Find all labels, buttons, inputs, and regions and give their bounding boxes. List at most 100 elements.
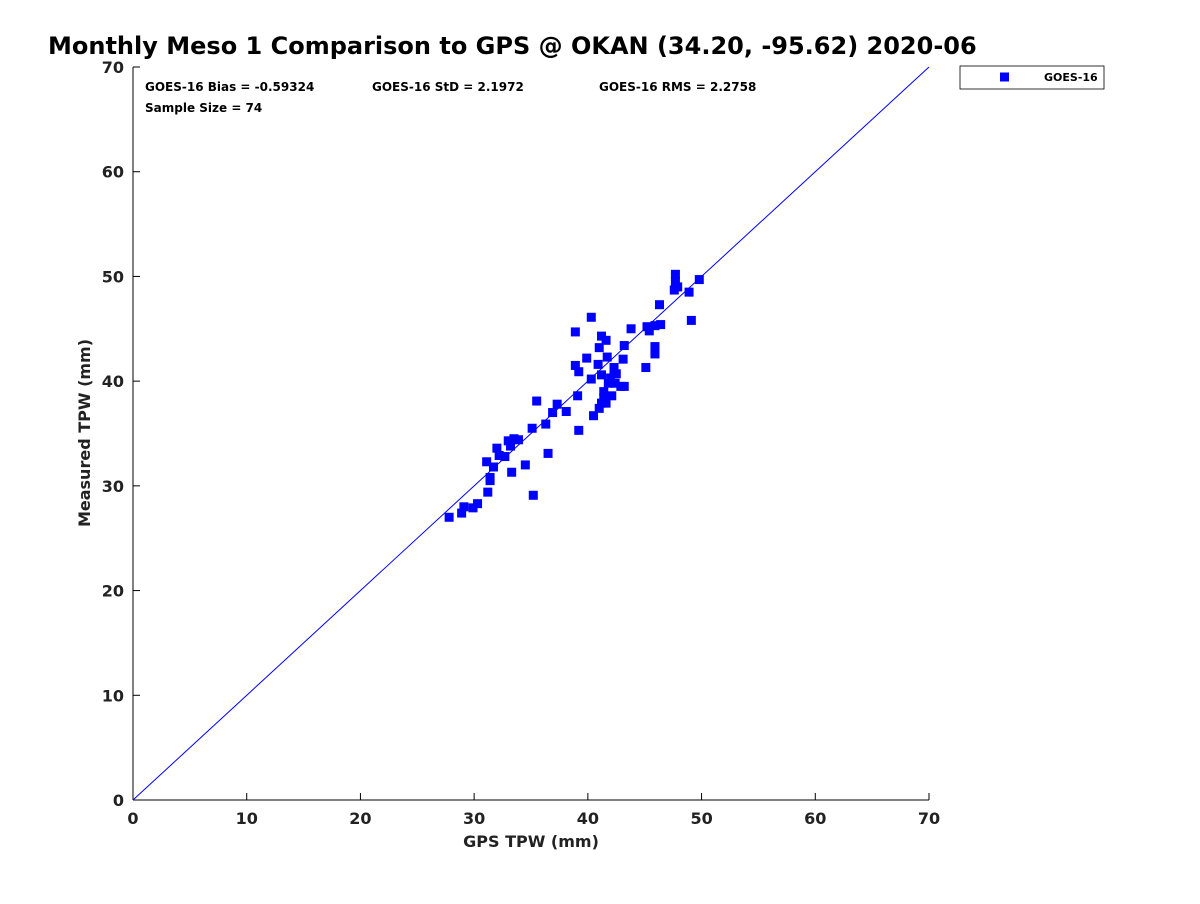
y-tick-label: 40: [102, 372, 124, 391]
data-point: [597, 370, 607, 380]
data-point: [494, 450, 504, 460]
data-point: [589, 411, 599, 421]
y-axis-ticks: 0 10 20 30 40 50 60 70: [102, 58, 140, 810]
data-point: [619, 381, 629, 391]
data-point: [457, 508, 467, 518]
data-point: [670, 277, 680, 287]
y-axis-label: Measured TPW (mm): [75, 339, 94, 527]
data-point: [602, 352, 612, 362]
stat-bias-label: GOES-16 Bias = -0.59324: [145, 80, 314, 94]
data-point: [684, 287, 694, 297]
stat-sample-size-label: Sample Size = 74: [145, 101, 262, 115]
data-point: [520, 460, 530, 470]
x-tick-label: 40: [577, 809, 599, 828]
data-point: [654, 300, 664, 310]
data-point: [468, 503, 478, 513]
data-point: [573, 391, 583, 401]
data-point: [528, 490, 538, 500]
data-point: [670, 269, 680, 279]
data-point: [492, 443, 502, 453]
data-point: [597, 398, 607, 408]
x-tick-label: 50: [690, 809, 712, 828]
data-point: [561, 407, 571, 417]
legend: GOES-16: [959, 65, 1105, 90]
data-point: [543, 448, 553, 458]
data-point: [548, 408, 558, 418]
stat-rms-label: GOES-16 RMS = 2.2758: [599, 80, 756, 94]
data-point: [574, 425, 584, 435]
x-axis-label: GPS TPW (mm): [463, 832, 599, 851]
data-point: [599, 387, 609, 397]
data-points: [444, 269, 704, 522]
data-point: [444, 512, 454, 522]
data-point: [488, 462, 498, 472]
data-point: [483, 487, 493, 497]
x-tick-label: 30: [463, 809, 485, 828]
x-axis-ticks: 0 10 20 30 40 50 60 70: [127, 793, 940, 828]
data-point: [459, 502, 469, 512]
data-point: [694, 275, 704, 285]
data-point: [513, 435, 523, 445]
data-point: [611, 369, 621, 379]
data-point: [601, 335, 611, 345]
data-point: [570, 360, 580, 370]
data-point: [582, 353, 592, 363]
data-point: [507, 467, 517, 477]
data-point: [610, 378, 620, 388]
data-point: [574, 367, 584, 377]
data-point: [593, 359, 603, 369]
data-point: [482, 457, 492, 467]
data-point: [644, 326, 654, 336]
data-point: [650, 349, 660, 359]
legend-box: [959, 65, 1105, 90]
data-point: [650, 321, 660, 331]
data-point: [570, 327, 580, 337]
data-point: [527, 423, 537, 433]
data-point: [503, 436, 513, 446]
x-tick-label: 60: [804, 809, 826, 828]
one-to-one-reference-line: [132, 66, 930, 801]
data-point: [626, 324, 636, 334]
data-point: [603, 378, 613, 388]
y-tick-label: 70: [102, 58, 124, 77]
data-point: [594, 343, 604, 353]
data-point: [656, 320, 666, 330]
data-point: [618, 354, 628, 364]
y-tick-label: 0: [113, 791, 124, 810]
y-tick-label: 30: [102, 477, 124, 496]
data-point: [673, 282, 683, 292]
plot-area: 0 10 20 30 40 50 60 70 0 10 20 30 40 50 60 70 GOES-16 …: [102, 58, 940, 828]
y-tick-label: 60: [102, 163, 124, 182]
data-point: [552, 399, 562, 409]
chart-title: Monthly Meso 1 Comparison to GPS @ OKAN …: [48, 32, 977, 60]
data-point: [599, 393, 609, 403]
data-point: [686, 315, 696, 325]
data-point: [619, 341, 629, 351]
data-point: [485, 472, 495, 482]
y-tick-label: 50: [102, 267, 124, 286]
data-point: [650, 342, 660, 352]
data-point: [541, 419, 551, 429]
data-point: [594, 403, 604, 413]
data-point: [586, 374, 596, 384]
data-point: [532, 396, 542, 406]
data-point: [473, 499, 483, 509]
data-point: [641, 363, 651, 373]
x-tick-label: 70: [918, 809, 940, 828]
x-tick-label: 0: [127, 809, 138, 828]
data-point: [506, 441, 516, 451]
data-point: [597, 331, 607, 341]
data-point: [500, 452, 510, 462]
y-tick-label: 20: [102, 582, 124, 601]
data-point: [607, 391, 617, 401]
stat-std-label: GOES-16 StD = 2.1972: [372, 80, 524, 94]
legend-label: GOES-16: [1044, 71, 1098, 84]
data-point: [509, 434, 519, 444]
data-point: [606, 373, 616, 383]
x-tick-label: 20: [349, 809, 371, 828]
legend-marker: [1000, 72, 1009, 82]
data-point: [586, 312, 596, 322]
y-tick-label: 10: [102, 686, 124, 705]
